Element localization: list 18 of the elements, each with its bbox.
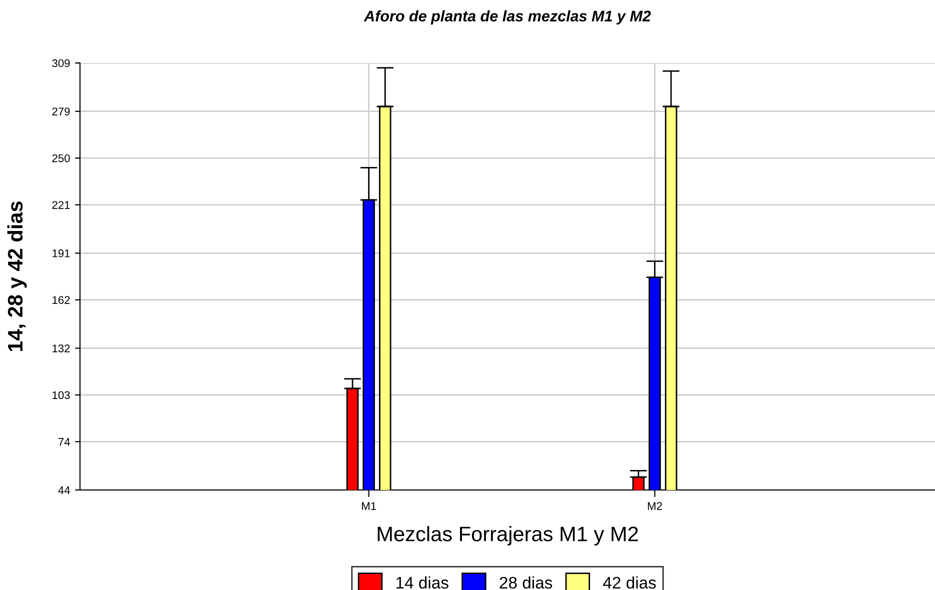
y-tick-label: 279 (52, 108, 70, 116)
y-tick-label: 74 (58, 438, 70, 446)
x-tick-label: M1 (362, 502, 376, 510)
legend-label: 14 dias (396, 576, 448, 589)
y-tick-label: 250 (52, 154, 70, 162)
y-tick-label: 44 (58, 486, 70, 494)
y-tick-label: 221 (52, 201, 70, 209)
y-tick-label: 132 (52, 344, 70, 352)
y-tick-label: 103 (52, 391, 70, 400)
y-tick-label: 309 (52, 59, 70, 68)
legend-label: 42 dias (603, 576, 656, 589)
x-tick-label: M2 (648, 502, 662, 510)
y-tick-label: 162 (52, 296, 70, 304)
y-axis-title: 14, 28 y 42 dias (7, 201, 27, 352)
legend-label: 28 dias (500, 576, 552, 589)
x-axis-title: Mezclas Forrajeras M1 y M2 (378, 526, 638, 546)
chart-title: Aforo de planta de las mezclas M1 y M2 (364, 10, 651, 25)
y-tick-label: 191 (52, 249, 70, 258)
